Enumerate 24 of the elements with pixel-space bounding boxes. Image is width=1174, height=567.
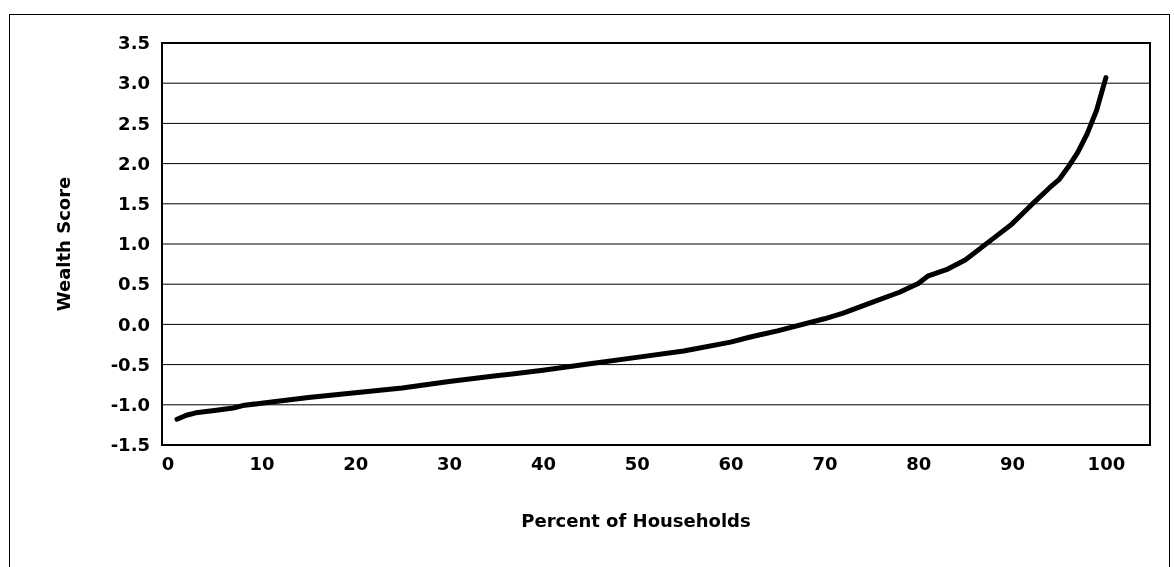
x-tick-label: 50	[624, 452, 650, 474]
y-tick-label: 2.0	[118, 152, 150, 174]
y-tick-label: -1.0	[110, 394, 150, 416]
x-tick-label: 0	[161, 452, 175, 474]
y-tick-label: 1.5	[118, 193, 150, 215]
y-tick-label: 3.5	[118, 32, 150, 54]
y-tick-label: 2.5	[118, 112, 150, 134]
x-tick-label: 60	[718, 452, 744, 474]
y-tick-label: -1.5	[110, 434, 150, 456]
y-tick-label: 1.0	[118, 233, 150, 255]
y-tick-label: -0.5	[110, 353, 150, 375]
x-tick-label: 40	[530, 452, 556, 474]
x-tick-label: 100	[1087, 452, 1126, 474]
x-tick-label: 10	[249, 452, 275, 474]
x-tick-label: 20	[343, 452, 369, 474]
y-tick-label: 0.5	[118, 273, 150, 295]
x-tick-label: 80	[906, 452, 932, 474]
y-axis-title: Wealth Score	[53, 176, 74, 312]
x-tick-label: 90	[1000, 452, 1026, 474]
x-tick-label: 30	[437, 452, 463, 474]
y-tick-label: 3.0	[118, 72, 150, 94]
x-tick-label: 70	[812, 452, 838, 474]
y-tick-label: 0.0	[118, 313, 150, 335]
x-axis-title: Percent of Households	[521, 510, 751, 531]
